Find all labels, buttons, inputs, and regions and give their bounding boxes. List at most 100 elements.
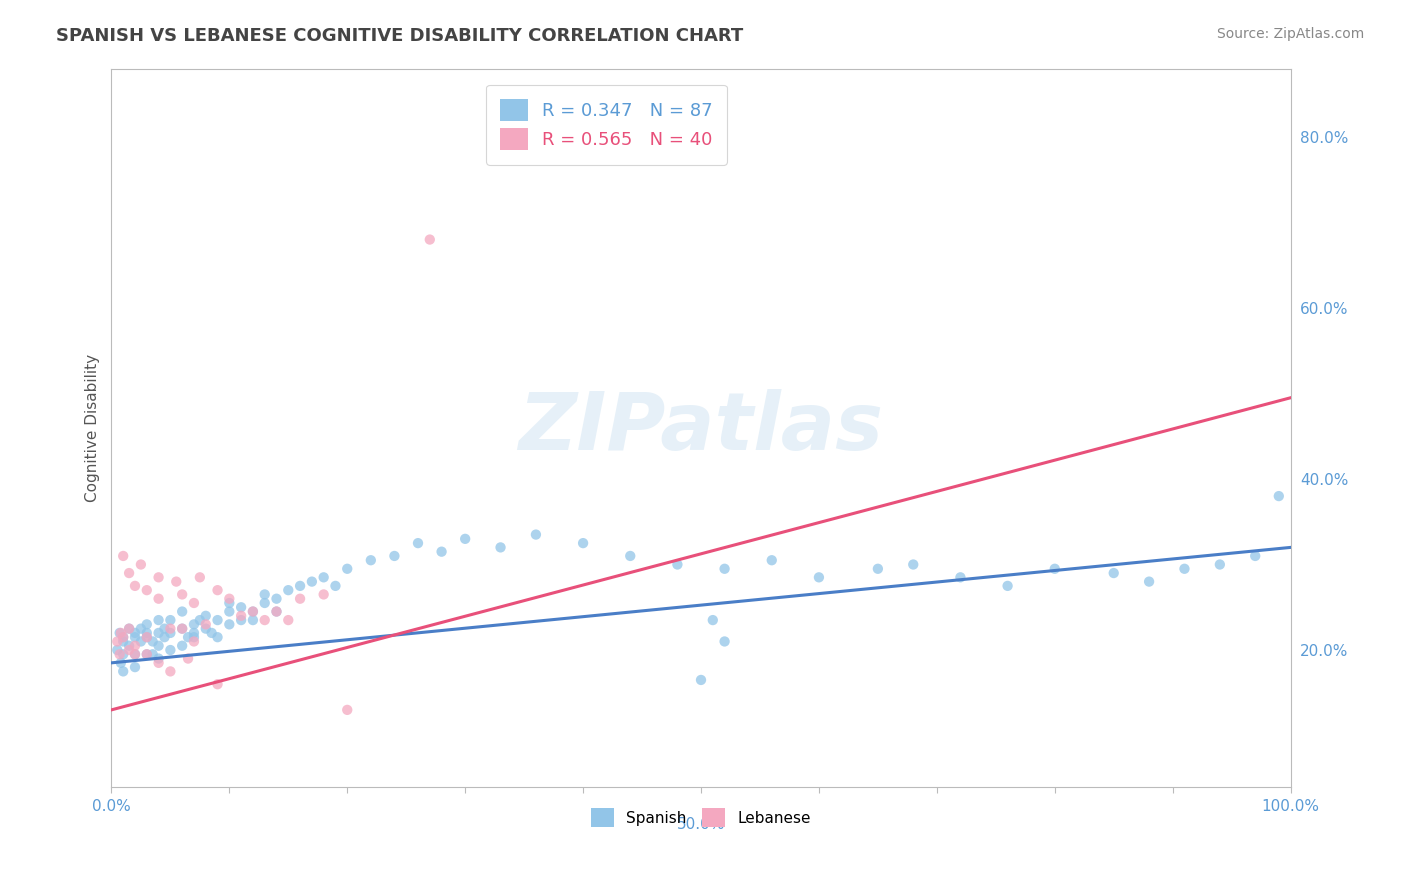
Point xyxy=(118,643,141,657)
Point xyxy=(129,634,152,648)
Point xyxy=(266,605,288,619)
Point xyxy=(172,587,194,601)
Point xyxy=(124,630,146,644)
Point xyxy=(124,648,146,662)
Point xyxy=(148,639,170,653)
Point xyxy=(165,574,187,589)
Point xyxy=(153,622,176,636)
Point xyxy=(135,648,157,662)
Point xyxy=(312,587,335,601)
Point xyxy=(188,570,211,584)
Point xyxy=(105,634,128,648)
Text: SPANISH VS LEBANESE COGNITIVE DISABILITY CORRELATION CHART: SPANISH VS LEBANESE COGNITIVE DISABILITY… xyxy=(56,27,744,45)
Point xyxy=(242,613,264,627)
Point xyxy=(105,643,128,657)
Legend: Spanish, Lebanese: Spanish, Lebanese xyxy=(585,802,817,833)
Point xyxy=(761,553,783,567)
Point xyxy=(177,630,200,644)
Point xyxy=(159,622,181,636)
Point xyxy=(159,613,181,627)
Point xyxy=(135,630,157,644)
Point xyxy=(336,562,359,576)
Point xyxy=(112,665,135,679)
Point xyxy=(702,613,724,627)
Point xyxy=(148,570,170,584)
Point xyxy=(148,651,170,665)
Point xyxy=(229,608,252,623)
Point xyxy=(253,613,276,627)
Point xyxy=(159,643,181,657)
Point xyxy=(153,630,176,644)
Point xyxy=(1244,549,1267,563)
Point xyxy=(207,613,229,627)
Point xyxy=(288,591,311,606)
Point xyxy=(949,570,972,584)
Point xyxy=(229,600,252,615)
Point xyxy=(183,596,205,610)
Point xyxy=(336,703,359,717)
Point xyxy=(129,558,152,572)
Point xyxy=(183,626,205,640)
Point xyxy=(218,605,240,619)
Point xyxy=(118,622,141,636)
Point xyxy=(666,558,689,572)
Point xyxy=(135,626,157,640)
Point xyxy=(135,630,157,644)
Point xyxy=(148,613,170,627)
Point xyxy=(218,596,240,610)
Point xyxy=(148,626,170,640)
Point xyxy=(218,617,240,632)
Point xyxy=(110,626,132,640)
Point xyxy=(454,532,477,546)
Point xyxy=(172,639,194,653)
Point xyxy=(690,673,713,687)
Point xyxy=(207,630,229,644)
Point xyxy=(142,648,165,662)
Point xyxy=(207,677,229,691)
Point xyxy=(1209,558,1232,572)
Point xyxy=(159,665,181,679)
Point xyxy=(172,622,194,636)
Point xyxy=(183,634,205,648)
Point xyxy=(129,622,152,636)
Point xyxy=(1043,562,1066,576)
Point xyxy=(406,536,429,550)
Point xyxy=(124,579,146,593)
Point xyxy=(807,570,830,584)
Point xyxy=(194,617,217,632)
Point xyxy=(489,541,512,555)
Point xyxy=(218,591,240,606)
Point xyxy=(172,622,194,636)
Point xyxy=(1173,562,1195,576)
Point xyxy=(183,617,205,632)
Point xyxy=(135,648,157,662)
Point xyxy=(253,596,276,610)
Point xyxy=(177,651,200,665)
Point xyxy=(572,536,595,550)
Point xyxy=(188,613,211,627)
Point xyxy=(524,527,547,541)
Point xyxy=(201,626,224,640)
Point xyxy=(112,630,135,644)
Point xyxy=(194,622,217,636)
Point xyxy=(419,233,441,247)
Point xyxy=(112,549,135,563)
Point xyxy=(903,558,925,572)
Point xyxy=(242,605,264,619)
Point xyxy=(112,648,135,662)
Point xyxy=(194,608,217,623)
Point xyxy=(266,605,288,619)
Point xyxy=(135,583,157,598)
Point xyxy=(110,656,132,670)
Point xyxy=(124,660,146,674)
Point xyxy=(112,634,135,648)
Point xyxy=(277,613,299,627)
Point xyxy=(142,634,165,648)
Point xyxy=(430,544,453,558)
Point xyxy=(148,656,170,670)
Point xyxy=(1268,489,1291,503)
Point xyxy=(108,626,131,640)
Point xyxy=(312,570,335,584)
Point xyxy=(253,587,276,601)
Point xyxy=(1102,566,1125,580)
